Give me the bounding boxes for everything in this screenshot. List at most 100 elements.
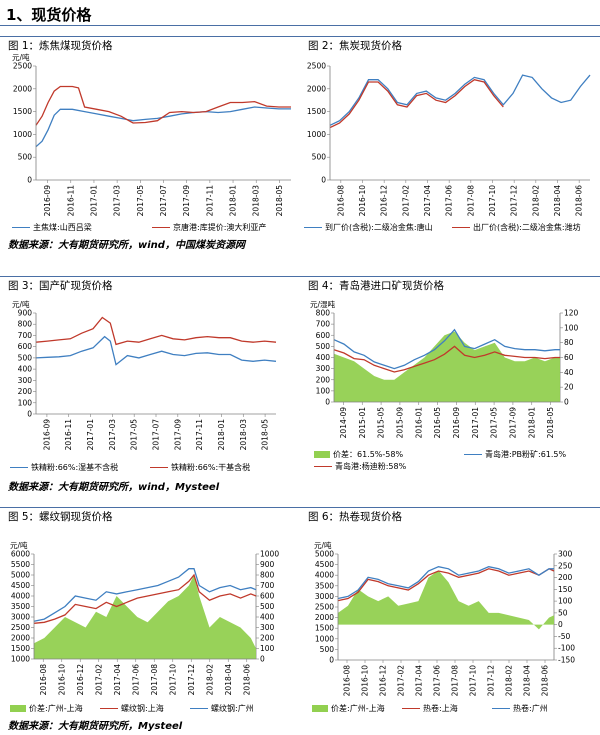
figure-4-title: 图 4：青岛港进口矿现货价格 <box>308 280 445 292</box>
legend-item: 螺纹钢:上海 <box>100 703 164 714</box>
source-note-2: 数据来源：大有期货研究所，wind，Mysteel <box>8 482 220 493</box>
y2-tick-label: 0 <box>558 620 563 629</box>
x-tick-label: 2016-11 <box>66 185 75 217</box>
y2-tick-label: 40 <box>564 368 574 377</box>
x-tick-label: 2017-02 <box>397 665 406 697</box>
y2-tick-label: 600 <box>260 592 275 601</box>
series-line-0 <box>35 106 291 148</box>
legend-swatch <box>312 705 328 712</box>
y2-tick-label: 200 <box>260 634 275 643</box>
x-tick-label: 2017-04 <box>423 185 432 217</box>
unit-label: 元/吨 <box>12 299 30 309</box>
unit-label: 元/吨 <box>314 540 332 550</box>
legend-swatch <box>464 454 482 455</box>
x-tick-label: 2017-06 <box>131 664 140 696</box>
y-tick-label: 1500 <box>11 644 30 653</box>
y2-tick-label: 0 <box>564 398 569 407</box>
unit-label: 元/吨 <box>10 540 28 550</box>
x-tick-label: 2016-01 <box>414 407 423 439</box>
y2-tick-label: 250 <box>558 561 573 570</box>
y-tick-label: 1000 <box>11 655 30 664</box>
y-tick-label: 600 <box>18 342 33 351</box>
x-tick-label: 2017-11 <box>195 419 204 451</box>
y-tick-label: 4000 <box>315 571 334 580</box>
x-tick-label: 2017-06 <box>433 665 442 697</box>
y-tick-label: 0 <box>321 176 326 185</box>
y-tick-label: 500 <box>316 342 331 351</box>
x-tick-label: 2018-05 <box>275 185 284 217</box>
x-tick-label: 2017-08 <box>150 664 159 696</box>
x-tick-label: 2017-05 <box>130 419 139 451</box>
y-tick-label: 700 <box>18 331 33 340</box>
legend-swatch <box>12 227 30 228</box>
x-tick-label: 2017-10 <box>488 185 497 217</box>
legend-item: 热卷:广州 <box>492 703 548 714</box>
series-line-1 <box>337 568 555 602</box>
x-tick-label: 2018-02 <box>505 665 514 697</box>
y2-tick-label: 200 <box>558 573 573 582</box>
y-tick-label: 5000 <box>315 550 334 559</box>
legend-swatch <box>402 708 420 709</box>
x-tick-label: 2015-05 <box>377 407 386 439</box>
y2-tick-label: 300 <box>558 550 573 559</box>
x-tick-label: 2016-10 <box>361 665 370 697</box>
y-tick-label: 2000 <box>13 84 32 93</box>
y-tick-label: 900 <box>18 309 33 318</box>
divider <box>0 25 600 26</box>
legend-swatch <box>314 466 332 467</box>
y-tick-label: 500 <box>312 153 327 162</box>
series-line-1 <box>35 316 277 346</box>
section-title: 1、现货价格 <box>6 6 92 24</box>
series-line-2 <box>333 345 560 373</box>
y2-tick-label: -100 <box>558 644 575 653</box>
legend-swatch <box>492 708 510 709</box>
x-tick-label: 2017-02 <box>401 185 410 217</box>
x-tick-label: 2017-09 <box>508 407 517 439</box>
y-tick-label: 2000 <box>11 634 30 643</box>
y-tick-label: 700 <box>316 320 331 329</box>
legend-label: 主焦煤:山西吕梁 <box>33 223 92 232</box>
x-tick-label: 2016-05 <box>433 407 442 439</box>
x-tick-label: 2017-07 <box>152 419 161 451</box>
series-line-2 <box>337 566 554 600</box>
legend-label: 青岛港:PB粉矿:61.5% <box>485 450 567 459</box>
legend-swatch <box>10 467 28 468</box>
legend-item: 价差：61.5%-58% <box>314 449 403 460</box>
x-tick-label: 2014-09 <box>339 407 348 439</box>
chart-3: 元/吨 0 100 200 300 400 500 600 700 800 900 2016-09 20… <box>12 299 277 451</box>
chart-2-legend: 到厂价(含税):二级冶金焦:唐山 出厂价(含税):二级冶金焦:潍坊 <box>300 222 600 234</box>
source-note-1: 数据来源：大有期货研究所，wind，中国煤炭资源网 <box>8 240 245 251</box>
x-tick-label: 2017-01 <box>89 185 98 217</box>
y-tick-label: 1000 <box>315 634 334 643</box>
legend-swatch <box>100 708 118 709</box>
y2-tick-label: 0 <box>260 655 265 664</box>
figure-3-title: 图 3：国产矿现货价格 <box>8 280 113 292</box>
chart-3-legend: 铁精粉:66%:湿基不含税 铁精粉:66%:干基含税 <box>0 462 300 474</box>
y-tick-label: 400 <box>18 365 33 374</box>
x-tick-label: 2018-06 <box>575 185 584 217</box>
y2-tick-label: 20 <box>564 383 574 392</box>
y-tick-label: 4500 <box>315 560 334 569</box>
x-tick-label: 2017-05 <box>490 407 499 439</box>
figure-5-title: 图 5：螺纹钢现货价格 <box>8 511 113 523</box>
y-tick-label: 5500 <box>11 560 30 569</box>
y-tick-label: 100 <box>316 386 331 395</box>
y-tick-label: 4500 <box>11 581 30 590</box>
x-tick-label: 2018-04 <box>553 185 562 217</box>
divider <box>0 36 600 37</box>
x-tick-label: 2018-06 <box>541 665 550 697</box>
legend-item: 出厂价(含税):二级冶金焦:潍坊 <box>452 222 581 233</box>
legend-label: 价差:广州-上海 <box>29 704 83 713</box>
x-tick-label: 2017-08 <box>451 665 460 697</box>
legend-item: 主焦煤:山西吕梁 <box>12 222 92 233</box>
y-tick-label: 200 <box>316 375 331 384</box>
series-line-0 <box>329 74 591 126</box>
y-tick-label: 1500 <box>307 107 326 116</box>
x-tick-label: 2018-03 <box>252 185 261 217</box>
y2-tick-label: 400 <box>260 613 275 622</box>
chart-1-legend: 主焦煤:山西吕梁 京唐港:库提价:澳大利亚产 <box>0 222 300 234</box>
x-tick-label: 2016-12 <box>76 664 85 696</box>
y-tick-label: 0 <box>27 410 32 419</box>
y-tick-label: 1500 <box>13 107 32 116</box>
series-line-1 <box>333 328 560 370</box>
